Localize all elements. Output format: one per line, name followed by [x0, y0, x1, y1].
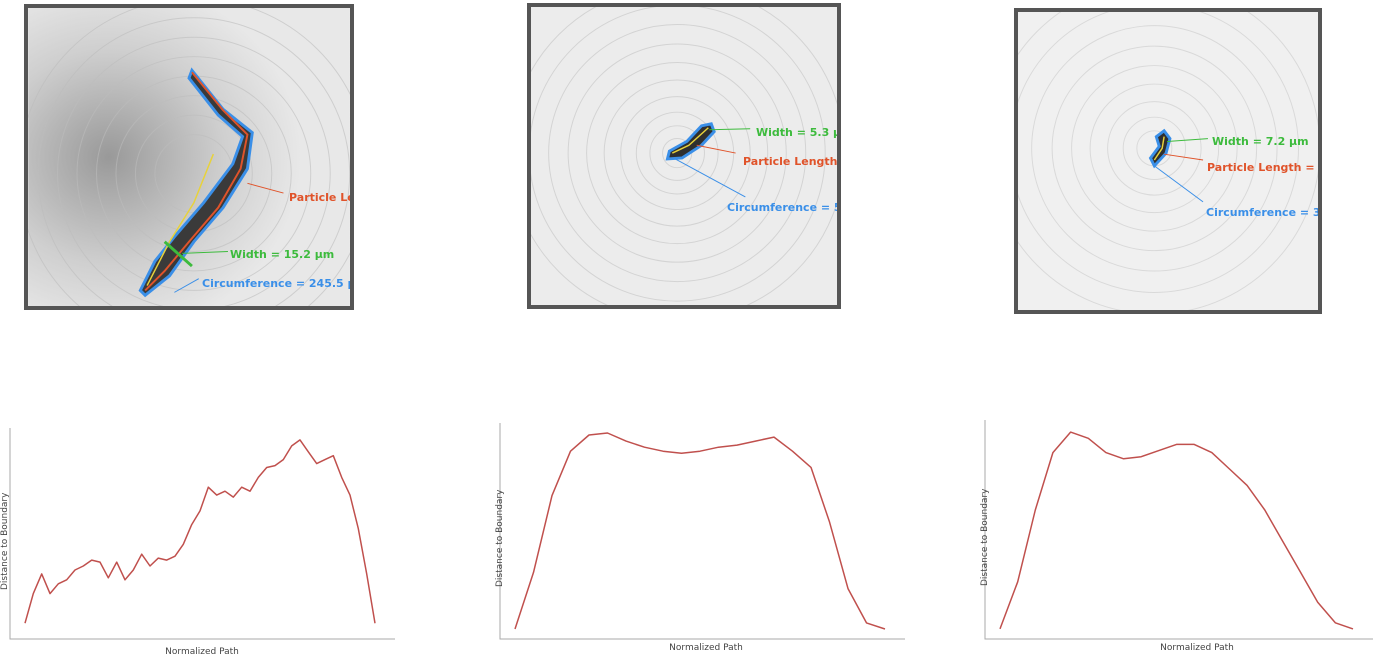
chart-axes [9, 428, 395, 640]
micrograph-3-image [1018, 12, 1318, 310]
profile-series-line [999, 431, 1354, 630]
particle-skeleton [146, 153, 215, 286]
x-axis-label: Normalized Path [1160, 643, 1234, 653]
profile-chart-2-svg [499, 423, 905, 640]
micrograph-panel-3: Width = 7.2 µm Particle Length = 10.9 µm… [1014, 8, 1322, 314]
width-marker [163, 240, 193, 268]
chart-axes [984, 420, 1373, 640]
chart-axes [499, 423, 905, 640]
micrograph-2-image [531, 7, 837, 305]
profile-chart-3-svg [984, 420, 1373, 640]
micrograph-panel-2: Width = 5.3 µm Particle Length = 19.9 µm… [527, 3, 841, 309]
profile-chart-1: Distance to Boundary Normalized Path [0, 420, 400, 659]
profile-series-line [514, 432, 886, 630]
x-axis-label: Normalized Path [669, 643, 743, 653]
circumference-label: Circumference = 30.5 µm [1206, 206, 1321, 219]
width-label: Width = 5.3 µm [756, 126, 841, 139]
particle-skeleton [672, 127, 709, 154]
particle-length-label: Particle Length = 111.4 µm [289, 191, 354, 204]
y-axis-label: Distance to Boundary [0, 492, 10, 590]
y-axis-label: Distance to Boundary [980, 488, 990, 586]
circumference-label: Circumference = 245.5 µm [202, 277, 354, 290]
particle-length-line [144, 71, 249, 292]
width-label: Width = 7.2 µm [1212, 135, 1309, 148]
profile-chart-3: Distance to Boundary Normalized Path [975, 412, 1378, 659]
particle-length-label: Particle Length = 10.9 µm [1207, 161, 1318, 174]
profile-chart-2: Distance to Boundary Normalized Path [490, 415, 910, 659]
y-axis-label: Distance to Boundary [495, 489, 505, 587]
particle-outline [1148, 128, 1172, 169]
circumference-label: Circumference = 52.4 µm [727, 201, 841, 214]
micrograph-1-image [28, 8, 350, 306]
profile-chart-1-svg [9, 428, 395, 640]
particle-length-label: Particle Length = 19.9 µm [743, 155, 838, 168]
micrograph-panel-1: Width = 15.2 µm Particle Length = 111.4 … [24, 4, 354, 310]
profile-series-line [24, 439, 376, 624]
particle-outline [138, 67, 254, 298]
particle-skeleton [1153, 136, 1165, 161]
width-label: Width = 15.2 µm [230, 248, 335, 261]
x-axis-label: Normalized Path [165, 647, 239, 657]
